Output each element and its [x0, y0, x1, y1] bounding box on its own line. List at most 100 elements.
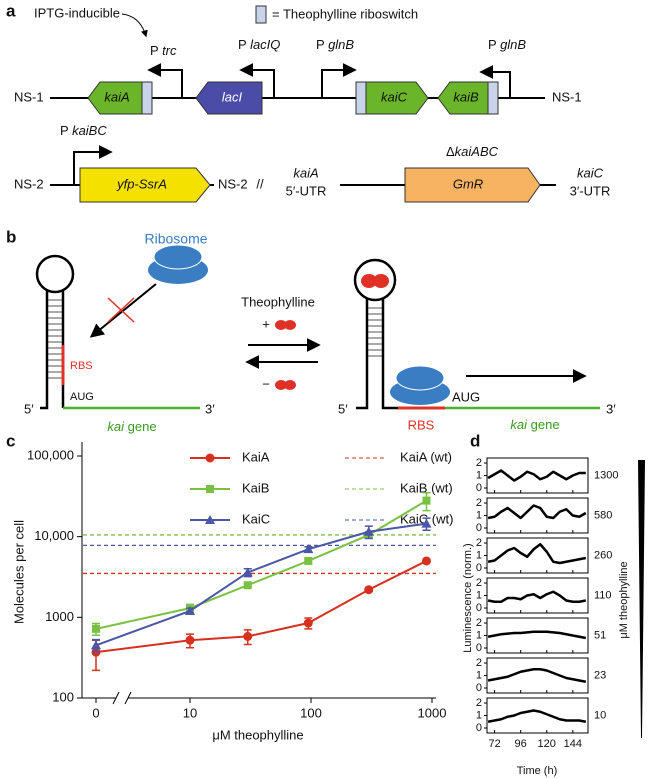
- y-tick-label: 0: [476, 522, 482, 534]
- promoter: [147, 63, 183, 98]
- point: [421, 556, 431, 566]
- riboswitch-key: [255, 5, 267, 24]
- subplot-frame: [486, 697, 589, 734]
- panel-label: c: [6, 431, 15, 450]
- y-tick-label: 0: [476, 722, 482, 734]
- x-tick-label: 120: [538, 738, 556, 750]
- gene-label: kaiC: [381, 89, 408, 104]
- ligand-part: [284, 380, 296, 390]
- point: [422, 496, 431, 505]
- ligand-part: [275, 320, 287, 330]
- series-line: [95, 499, 427, 630]
- trace: [487, 668, 587, 683]
- bound-ligand: [361, 274, 389, 288]
- point: [364, 585, 374, 595]
- y-tick-label: 2: [476, 697, 482, 709]
- trace: [487, 543, 587, 565]
- panel-label: a: [6, 1, 16, 20]
- strand: [356, 298, 369, 410]
- ligand-part: [373, 274, 389, 288]
- end-label: 5′: [338, 401, 348, 416]
- y-axis-title: Molecules per cell: [11, 520, 26, 624]
- x-axis-title: μM theophylline: [212, 727, 303, 742]
- promoter-label: P kaiBC: [60, 123, 107, 138]
- trace: [487, 630, 587, 640]
- site: NS-1: [14, 89, 44, 104]
- flank-gene: kaiC: [577, 165, 604, 180]
- site: NS-1: [552, 89, 582, 104]
- condition-label: 1300: [594, 469, 618, 481]
- site: NS-2: [14, 176, 44, 191]
- minus: −: [262, 376, 270, 391]
- legend-label: KaiB: [242, 480, 269, 495]
- gene-label: lacI: [222, 89, 243, 104]
- gene-label: yfp-SsrA: [116, 176, 167, 191]
- gene-label: kaiB: [453, 89, 479, 104]
- series-line: [95, 522, 427, 647]
- side-title: μM theophylline: [618, 561, 630, 638]
- point: [92, 624, 100, 633]
- gene-label: kai gene: [510, 417, 559, 432]
- condition-label: 23: [594, 669, 606, 681]
- legend-label: KaiA (wt): [400, 449, 452, 464]
- axis-break: [124, 691, 132, 705]
- key-text: = Theophylline riboswitch: [272, 6, 418, 21]
- gene: [79, 167, 211, 203]
- strand: [381, 298, 398, 410]
- trace: [487, 469, 586, 482]
- point: [363, 526, 374, 536]
- point: [243, 631, 253, 641]
- promoter: [321, 63, 357, 98]
- legend-label: KaiB (wt): [400, 480, 453, 495]
- condition-label: 51: [594, 629, 606, 641]
- end-label: 3′: [205, 401, 215, 416]
- point: [243, 581, 252, 590]
- y-tick-label: 1: [476, 469, 482, 481]
- ligand-part: [275, 380, 287, 390]
- end-label: 3′: [606, 401, 616, 416]
- y-tick-label: 10,000: [34, 528, 74, 543]
- y-tick-label: 1: [476, 629, 482, 641]
- end-label: 5′: [24, 401, 34, 416]
- riboswitch: [141, 81, 153, 115]
- promoter-label: P glnB: [488, 37, 526, 52]
- x-tick-label: 0: [92, 705, 99, 720]
- y-tick-label: 2: [476, 457, 482, 469]
- legend-label: KaiA: [242, 449, 270, 464]
- y-tick-label: 100,000: [27, 447, 74, 462]
- y-axis-title: Luminescence (norm.): [462, 543, 474, 652]
- point: [421, 518, 432, 528]
- x-tick-label: 10: [183, 705, 197, 720]
- y-tick-label: 2: [476, 577, 482, 589]
- riboswitch: [355, 81, 367, 115]
- panel-label: b: [6, 227, 16, 246]
- x-tick-label: 100: [300, 705, 322, 720]
- deletion-label: ΔkaiABC: [446, 144, 499, 159]
- gradient-wedge: [638, 460, 645, 738]
- flank-gene: kaiA: [293, 165, 318, 180]
- ligand: [275, 320, 296, 330]
- stem-pairs: [367, 307, 383, 357]
- promoter: [479, 65, 511, 98]
- condition-label: 110: [594, 589, 612, 601]
- legend-marker: [206, 485, 214, 493]
- point: [242, 567, 253, 577]
- point: [304, 556, 313, 565]
- ligand-part: [284, 320, 296, 330]
- promoter-label: P trc: [150, 43, 177, 58]
- y-tick-label: 1000: [45, 609, 74, 624]
- point: [91, 640, 101, 650]
- panel-label: d: [470, 431, 480, 450]
- rbs-label: RBS: [70, 360, 93, 372]
- flank-utr: 5′-UTR: [286, 183, 327, 198]
- legend-marker: [205, 515, 215, 524]
- y-tick-label: 0: [476, 602, 482, 614]
- y-tick-label: 2: [476, 497, 482, 509]
- ligand-part: [361, 274, 377, 288]
- stem-pairs: [47, 299, 63, 379]
- gene: [404, 167, 541, 203]
- y-tick-label: 0: [476, 642, 482, 654]
- y-tick-label: 1: [476, 549, 482, 561]
- gene-label: kai gene: [107, 419, 156, 434]
